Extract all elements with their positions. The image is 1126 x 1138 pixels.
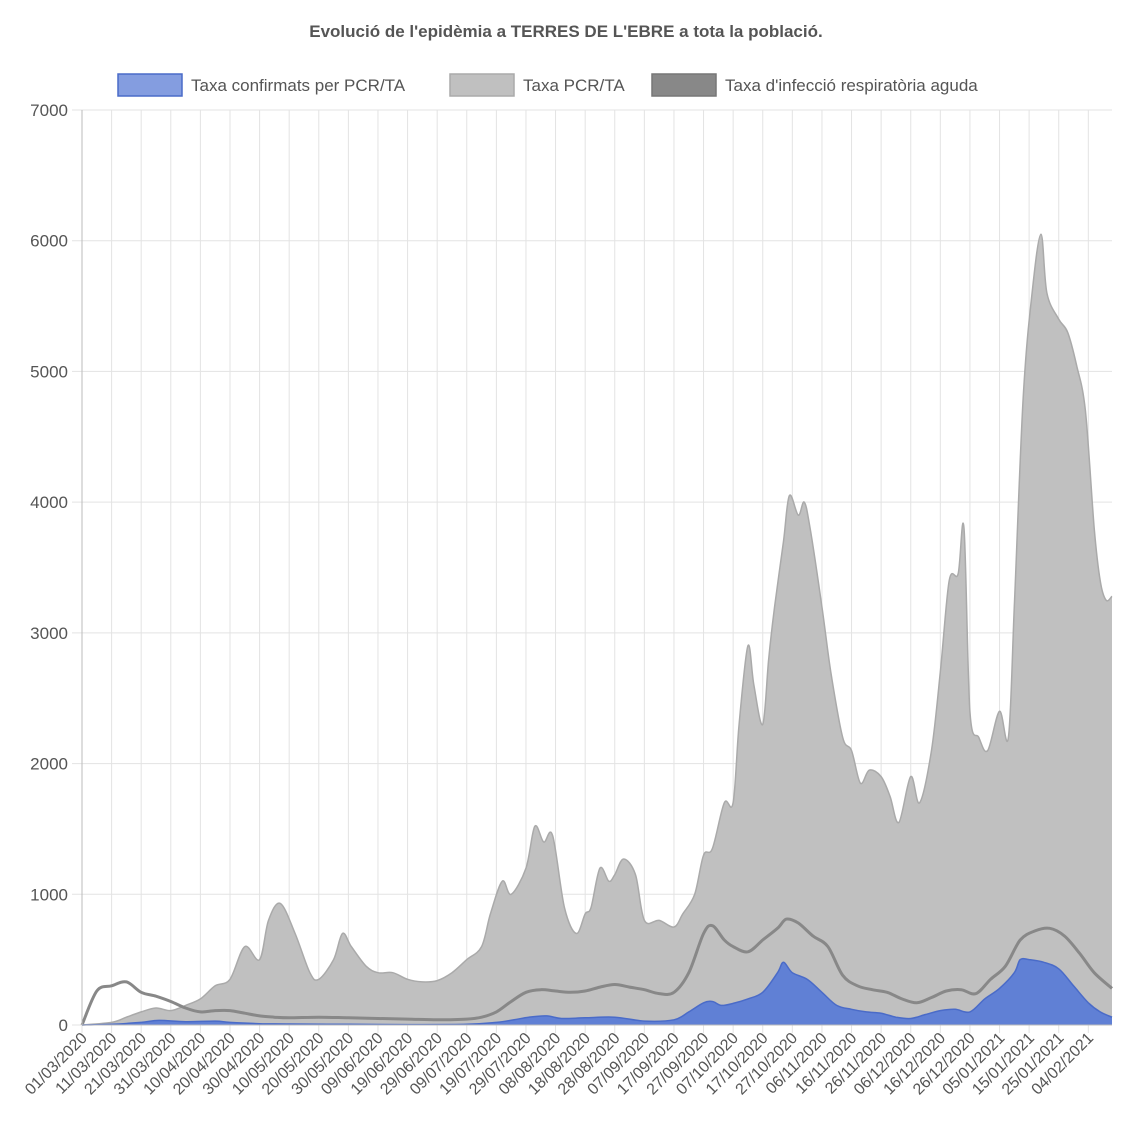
y-tick-label: 6000 (30, 232, 68, 251)
legend-label-ira: Taxa d'infecció respiratòria aguda (725, 76, 978, 95)
chart-title: Evolució de l'epidèmia a TERRES DE L'EBR… (309, 22, 822, 41)
y-tick-label: 7000 (30, 101, 68, 120)
plot-area (80, 233, 1113, 1026)
y-tick-label: 5000 (30, 362, 68, 381)
legend-item-ira[interactable]: Taxa d'infecció respiratòria aguda (651, 73, 978, 97)
y-tick-label: 3000 (30, 624, 68, 643)
legend-swatch-pcr (449, 73, 515, 97)
legend: Taxa confirmats per PCR/TA Taxa PCR/TA T… (117, 73, 978, 97)
y-tick-label: 2000 (30, 755, 68, 774)
series-pcr-area (82, 234, 1112, 1025)
y-tick-label: 0 (59, 1016, 68, 1035)
legend-swatch-ira (651, 73, 717, 97)
y-tick-label: 4000 (30, 493, 68, 512)
legend-item-pcr[interactable]: Taxa PCR/TA (449, 73, 625, 97)
series-ira-line (80, 917, 1113, 1026)
legend-label-confirmed: Taxa confirmats per PCR/TA (191, 76, 406, 95)
series-pcr-area-outline (81, 233, 1113, 1026)
series-confirmed-area (82, 958, 1112, 1025)
legend-swatch-confirmed (117, 73, 183, 97)
legend-label-pcr: Taxa PCR/TA (523, 76, 625, 95)
legend-item-confirmed[interactable]: Taxa confirmats per PCR/TA (117, 73, 406, 97)
series-confirmed-area-outline (81, 957, 1113, 1026)
y-tick-label: 1000 (30, 885, 68, 904)
